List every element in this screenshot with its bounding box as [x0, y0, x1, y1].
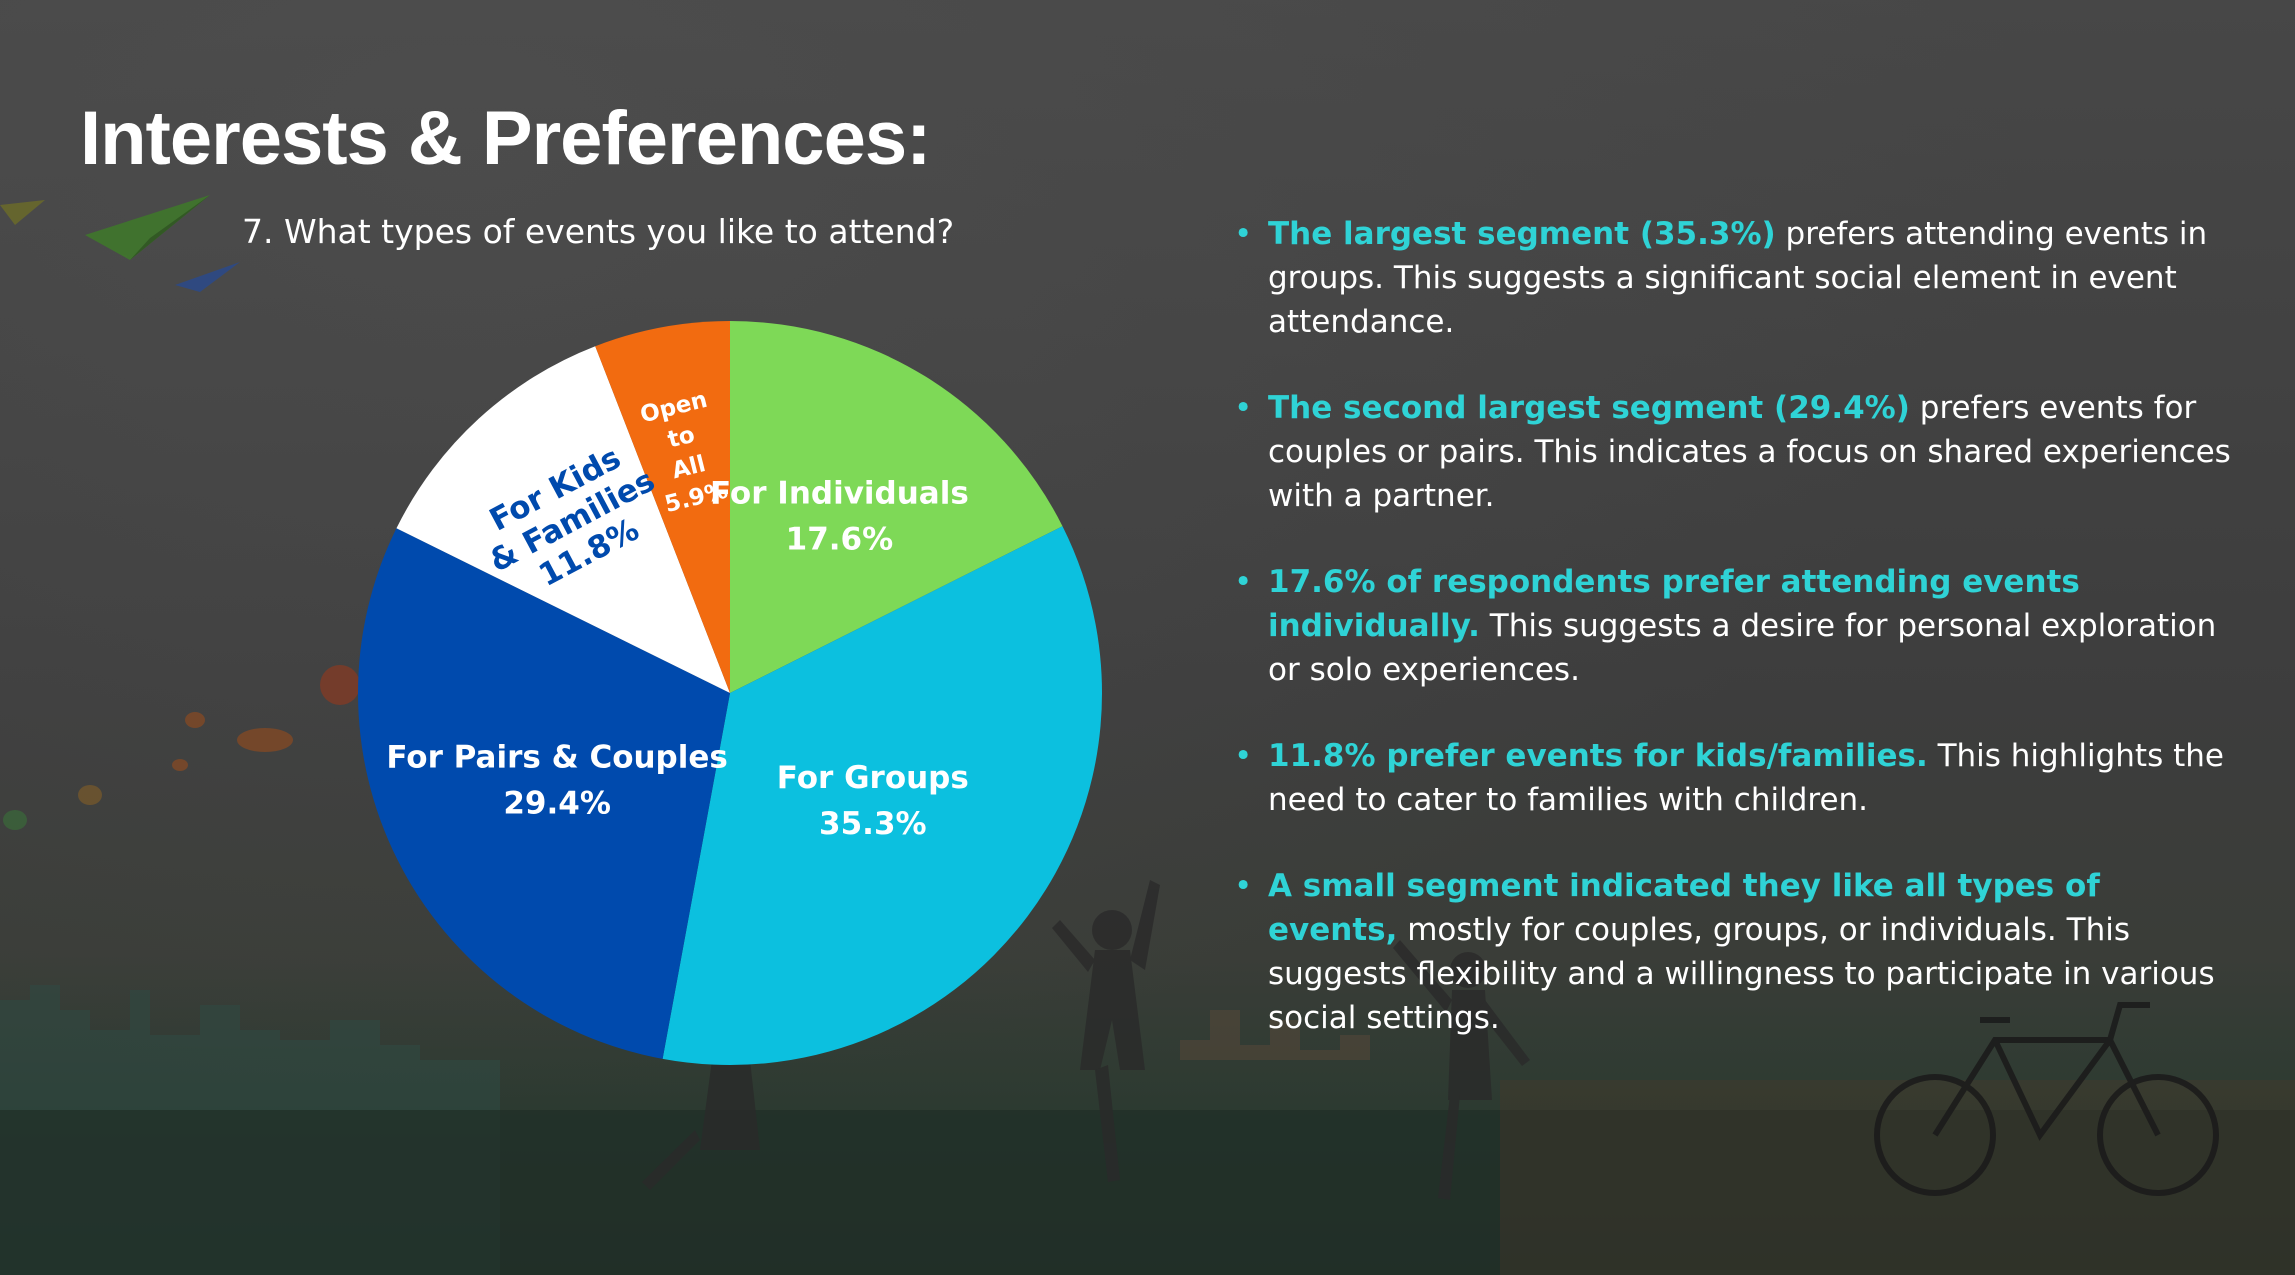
pie-category-label: to: [665, 422, 697, 454]
bicycle-icon: [1874, 1002, 2219, 1196]
finding-item: • 17.6% of respondents prefer attending …: [1234, 560, 2234, 692]
pie-value-label: 35.3%: [819, 806, 927, 842]
pie-label-group: For Groups 35.3%: [777, 760, 969, 842]
finding-text: This highlights the need to cater to fam…: [1268, 738, 2224, 818]
pie-slice-for-individuals: [730, 321, 1063, 693]
finding-text: mostly for couples, groups, or individua…: [1268, 912, 2215, 1036]
pie-slice-open-to-all: [595, 321, 730, 693]
finding-item: • The largest segment (35.3%) prefers at…: [1234, 212, 2234, 344]
finding-highlight: 11.8% prefer events for kids/families.: [1268, 738, 1928, 774]
finding-item: • A small segment indicated they like al…: [1234, 864, 2234, 1040]
pie-category-label: For Individuals: [710, 476, 969, 512]
finding-highlight: A small segment indicated they like all …: [1268, 868, 2100, 948]
finding-text: prefers events for couples or pairs. Thi…: [1268, 390, 2231, 514]
leaves-decoration: [3, 665, 360, 830]
survey-question: 7. What types of events you like to atte…: [242, 212, 955, 251]
pie-slice-for-pairs-couples: [357, 528, 730, 1059]
finding-item: • 11.8% prefer events for kids/families.…: [1234, 734, 2234, 822]
finding-highlight: The largest segment (35.3%): [1268, 216, 1776, 252]
finding-text: prefers attending events in groups. This…: [1268, 216, 2208, 340]
pie-slices: [357, 321, 1103, 1065]
pie-category-label: For Groups: [777, 760, 969, 796]
bullet-icon: •: [1234, 564, 1253, 600]
pie-label-group: For Individuals 17.6%: [710, 476, 969, 558]
bullet-icon: •: [1234, 390, 1253, 426]
finding-text: This suggests a desire for personal expl…: [1268, 608, 2217, 688]
page-title: Interests & Preferences:: [80, 96, 931, 181]
finding-highlight: 17.6% of respondents prefer attending ev…: [1268, 564, 2080, 644]
pie-slice-for-kids-families: [396, 346, 730, 693]
bullet-icon: •: [1234, 738, 1253, 774]
pie-value-label: 29.4%: [503, 786, 611, 822]
pie-category-label: For Pairs & Couples: [386, 740, 728, 776]
finding-item: • The second largest segment (29.4%) pre…: [1234, 386, 2234, 518]
paper-plane-icon: [0, 195, 240, 292]
pie-value-label: 17.6%: [786, 522, 894, 558]
findings-list: • The largest segment (35.3%) prefers at…: [1234, 212, 2234, 1040]
pie-slice-for-groups: [662, 526, 1103, 1065]
bullet-icon: •: [1234, 868, 1253, 904]
bullet-icon: •: [1234, 216, 1253, 252]
finding-highlight: The second largest segment (29.4%): [1268, 390, 1910, 426]
pie-label-group: For Pairs & Couples 29.4%: [386, 740, 728, 822]
